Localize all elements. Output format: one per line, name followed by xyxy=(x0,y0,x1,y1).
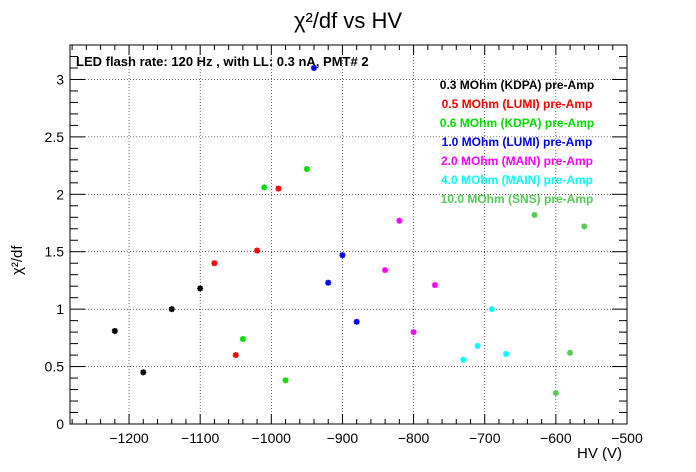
legend-entry: 0.5 MOhm (LUMI) pre-Amp xyxy=(442,97,593,111)
data-point xyxy=(353,318,360,325)
data-point xyxy=(197,285,204,292)
y-tick-label: 0 xyxy=(56,416,64,432)
data-point xyxy=(239,336,246,343)
legend-entry: 4.0 MOhm (MAIN) pre-Amp xyxy=(441,173,593,187)
x-tick-label: −700 xyxy=(469,430,501,446)
y-tick-label: 3 xyxy=(56,71,64,87)
legend: 0.3 MOhm (KDPA) pre-Amp 0.5 MOhm (LUMI) p… xyxy=(440,78,594,206)
data-point xyxy=(410,329,417,336)
data-point xyxy=(111,327,118,334)
x-tick-label: −1000 xyxy=(252,430,292,446)
data-point xyxy=(254,247,261,254)
legend-entry: 1.0 MOhm (LUMI) pre-Amp xyxy=(442,135,593,149)
data-points xyxy=(111,64,588,396)
legend-entry: 0.6 MOhm (KDPA) pre-Amp xyxy=(440,116,594,130)
data-point xyxy=(474,342,481,349)
x-tick-label: −900 xyxy=(327,430,359,446)
data-point xyxy=(211,260,218,267)
data-point xyxy=(303,166,310,173)
plot-frame xyxy=(69,44,628,425)
data-point xyxy=(382,267,389,274)
data-point xyxy=(552,389,559,396)
x-axis-label: HV (V) xyxy=(577,445,622,462)
chart-title: χ²/df vs HV xyxy=(294,8,402,33)
data-point xyxy=(232,352,239,359)
data-point xyxy=(531,211,538,218)
data-point xyxy=(488,306,495,313)
legend-entry: 0.3 MOhm (KDPA) pre-Amp xyxy=(440,78,594,92)
axis-ticks xyxy=(70,45,628,425)
grid xyxy=(70,45,628,424)
flash-rate-annotation: LED flash rate: 120 Hz , with LL: 0.3 nA… xyxy=(76,54,369,69)
x-tick-label: −1100 xyxy=(181,430,219,446)
data-point xyxy=(431,282,438,289)
y-tick-label: 2 xyxy=(56,186,64,202)
data-point xyxy=(275,185,282,192)
y-axis-label: χ²/df xyxy=(9,245,26,275)
data-point xyxy=(567,349,574,356)
x-tick-label: −800 xyxy=(398,430,430,446)
x-tick-label: −500 xyxy=(611,430,643,446)
legend-entry: 2.0 MOhm (MAIN) pre-Amp xyxy=(441,154,593,168)
data-point xyxy=(140,369,147,376)
data-point xyxy=(396,217,403,224)
data-point xyxy=(503,350,510,357)
y-tick-label: 2.5 xyxy=(45,129,65,145)
data-point xyxy=(325,279,332,286)
data-point xyxy=(168,306,175,313)
axis-tick-labels: −1200 −1100 −1000 −900 −800 −700 −600 −500 0 0.5 1… xyxy=(45,71,643,446)
x-tick-label: −1200 xyxy=(109,430,149,446)
y-tick-label: 1.5 xyxy=(45,244,65,260)
data-point xyxy=(282,377,289,384)
y-tick-label: 1 xyxy=(56,301,64,317)
data-point xyxy=(339,252,346,259)
legend-entry: 10.0 MOhm (SNS) pre-Amp xyxy=(441,192,594,206)
data-point xyxy=(261,184,268,191)
data-point xyxy=(581,223,588,230)
data-point xyxy=(310,64,317,71)
data-point xyxy=(460,356,467,363)
y-tick-label: 0.5 xyxy=(45,359,65,375)
x-tick-label: −600 xyxy=(540,430,572,446)
